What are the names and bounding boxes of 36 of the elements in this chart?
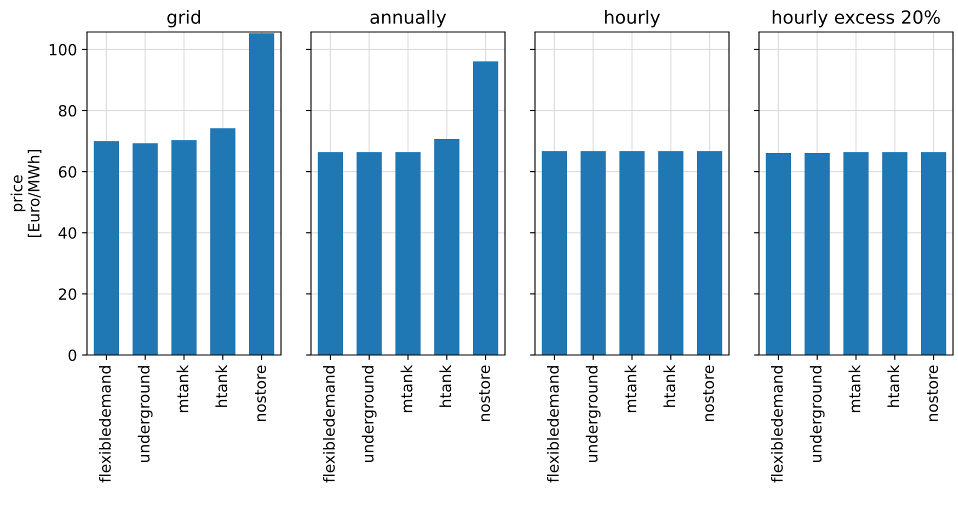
x-tick-label: nostore <box>703 366 714 421</box>
x-tick-label: htank <box>215 364 228 407</box>
x-tick-label: flexibledemand <box>99 366 111 482</box>
bar <box>248 33 274 355</box>
x-tick-label: mtank <box>624 364 636 412</box>
chart-title: hourly excess 20% <box>772 10 940 28</box>
y-tick-label: 60 <box>58 166 76 178</box>
chart-title: grid <box>167 10 200 28</box>
x-tick-label: flexibledemand <box>771 366 783 482</box>
chart-title: hourly <box>605 10 660 28</box>
x-tick-label: nostore <box>479 366 490 421</box>
x-tick-label: mtank <box>400 364 412 412</box>
x-tick-label: underground <box>138 366 153 462</box>
bar <box>171 140 197 355</box>
x-tick-label: underground <box>586 366 601 462</box>
x-tick-label: nostore <box>255 366 266 421</box>
y-tick-label: 20 <box>58 288 76 300</box>
bar <box>132 143 158 355</box>
x-tick-label: nostore <box>927 366 938 421</box>
x-tick-label: mtank <box>848 364 860 412</box>
x-tick-label: underground <box>810 366 825 462</box>
x-tick-label: flexibledemand <box>547 366 559 482</box>
bar <box>210 128 236 355</box>
x-tick-label: htank <box>663 364 676 407</box>
y-tick-label: 100 <box>50 44 76 56</box>
x-tick-label: htank <box>887 364 900 407</box>
y-tick-label: 80 <box>58 105 76 117</box>
x-tick-label: mtank <box>176 364 188 412</box>
x-tick-label: flexibledemand <box>323 366 335 482</box>
chart-title: annually <box>370 10 446 28</box>
bar <box>94 141 120 355</box>
x-tick-label: htank <box>439 364 452 407</box>
y-axis-title: price [Euro/MWh] <box>10 150 42 238</box>
y-tick-label: 0 <box>68 349 76 362</box>
x-tick-label: underground <box>362 366 377 462</box>
y-tick-label: 40 <box>58 227 76 239</box>
